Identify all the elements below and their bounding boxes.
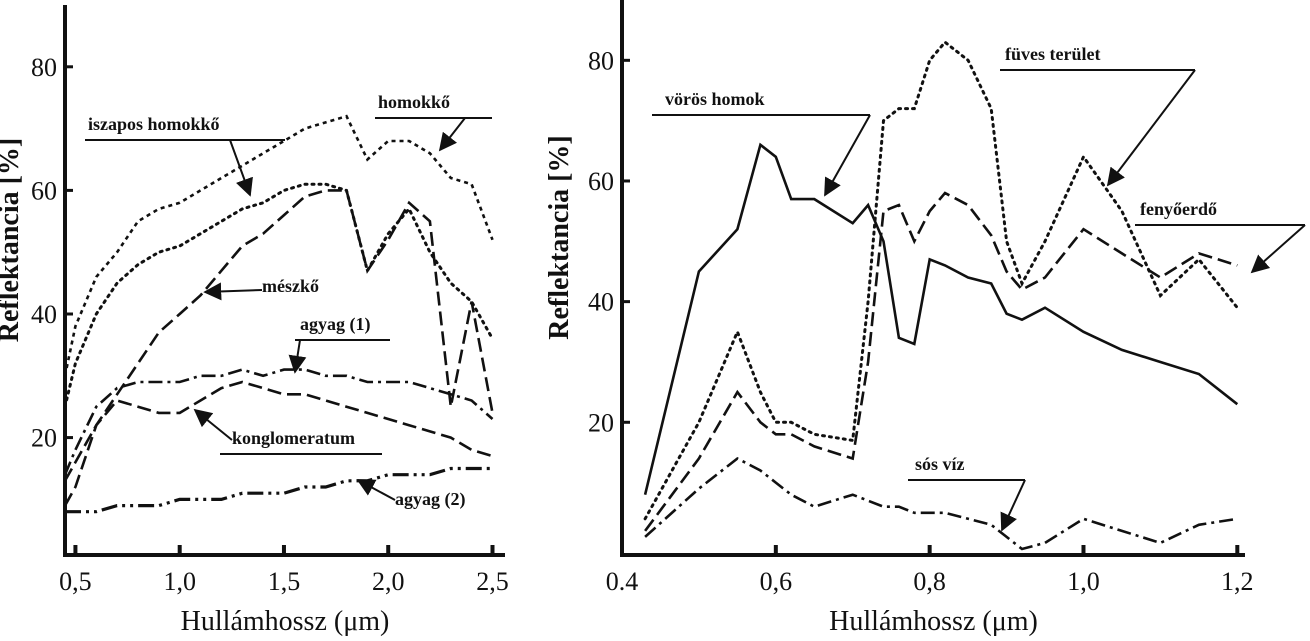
- y-tick-label: 40: [31, 300, 57, 329]
- series-label: iszapos homokkő: [88, 114, 220, 134]
- x-tick-label: 2,0: [372, 567, 405, 596]
- series-label: sós víz: [915, 454, 965, 474]
- series-label: homokkő: [378, 92, 450, 112]
- label-arrow: [824, 114, 871, 197]
- y-tick-label: 60: [31, 176, 57, 205]
- label-arrow: [229, 139, 253, 197]
- label-arrow: [203, 282, 263, 301]
- label-arrow: [438, 117, 466, 152]
- series-label: fenyőerdő: [1140, 199, 1217, 219]
- x-tick-label: 0.4: [606, 567, 639, 596]
- series-line: [643, 142, 1239, 496]
- series-line: [63, 380, 493, 507]
- series-label: agyag (2): [395, 489, 466, 510]
- series-label: konglomeratum: [232, 428, 355, 448]
- x-tick-label: 1,0: [1067, 567, 1100, 596]
- series-label: mészkő: [262, 276, 319, 296]
- series-label: agyag (1): [300, 314, 371, 335]
- label-arrow: [193, 408, 233, 441]
- y-axis-label: Reflektancia [%]: [0, 138, 25, 343]
- series-line: [63, 368, 494, 476]
- panel: 20 40 60 80 0.4 0,6 0,8 1,0 1,2 Hullámhossz (μm) R…: [544, 0, 1306, 637]
- y-tick-label: 40: [588, 288, 614, 317]
- label-arrow: [356, 479, 396, 501]
- series-line: [644, 456, 1238, 551]
- series-line: [644, 191, 1238, 532]
- x-tick-label: 1,0: [163, 567, 196, 596]
- y-tick-label: 80: [31, 53, 57, 82]
- series-line: [643, 40, 1239, 521]
- series-label: füves terület: [1005, 44, 1100, 64]
- y-tick-label: 20: [31, 424, 57, 453]
- x-tick-label: 0,5: [59, 567, 92, 596]
- series-line: [63, 114, 494, 377]
- series-line: [63, 182, 494, 409]
- x-tick-label: 1,2: [1221, 567, 1254, 596]
- panel: 20 40 60 80 0,5 1,0 1,5 2,0 2,5 Hullámhossz (μm) R…: [0, 5, 509, 637]
- label-arrow: [288, 339, 307, 374]
- x-tick-label: 1,5: [268, 567, 301, 596]
- x-axis-label: Hullámhossz (μm): [829, 606, 1038, 637]
- y-axis-label: Reflektancia [%]: [544, 135, 575, 340]
- x-tick-label: 0,6: [760, 567, 793, 596]
- x-tick-label: 2,5: [476, 567, 509, 596]
- y-tick-label: 80: [588, 46, 614, 75]
- y-tick-label: 60: [588, 167, 614, 196]
- x-axis-label: Hullámhossz (μm): [181, 606, 390, 637]
- x-tick-label: 0,8: [913, 567, 946, 596]
- label-arrow: [1106, 69, 1196, 187]
- label-arrow: [1000, 479, 1026, 532]
- label-arrow: [1250, 224, 1306, 274]
- y-tick-label: 20: [588, 408, 614, 437]
- series-label: vörös homok: [665, 89, 765, 109]
